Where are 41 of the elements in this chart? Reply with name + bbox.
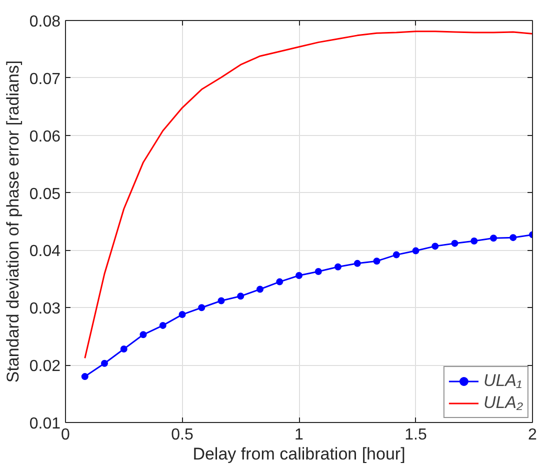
point xyxy=(392,251,400,258)
point xyxy=(470,238,478,245)
point xyxy=(178,311,186,318)
point xyxy=(490,234,498,242)
y-tick-label: 0.04 xyxy=(29,243,61,260)
point xyxy=(510,234,517,242)
point xyxy=(198,304,206,312)
point xyxy=(256,286,264,293)
point xyxy=(296,272,302,279)
point xyxy=(451,240,458,247)
legend-label: ULA₂ xyxy=(483,393,523,413)
x-axis-title: Delay from calibration [hour] xyxy=(192,444,406,464)
point xyxy=(432,242,439,250)
y-tick-label: 0.03 xyxy=(29,300,61,318)
x-tick-label: 1 xyxy=(294,426,304,444)
point xyxy=(100,360,108,367)
y-tick-label: 0.02 xyxy=(29,358,61,376)
point xyxy=(218,297,225,304)
line-series xyxy=(84,30,532,359)
point xyxy=(373,258,380,265)
y-axis-title: Standard deviation of phase error [radians] xyxy=(3,60,22,383)
x-tick-label: 0.5 xyxy=(171,426,194,444)
point xyxy=(314,268,322,275)
y-tick-label: 0.01 xyxy=(29,416,61,432)
point xyxy=(140,331,147,338)
x-tick-label: 2 xyxy=(528,426,538,444)
y-tick-label: 0.07 xyxy=(29,70,61,88)
point xyxy=(276,278,284,286)
y-tick-label: 0.06 xyxy=(29,128,61,146)
x-tick-label: 0 xyxy=(61,426,70,444)
point xyxy=(120,345,128,352)
x-tick-label: 1.5 xyxy=(404,426,427,444)
point xyxy=(354,260,361,267)
point xyxy=(81,373,88,380)
point xyxy=(334,263,342,270)
y-tick-label: 0.08 xyxy=(29,14,61,30)
point xyxy=(412,247,420,254)
point xyxy=(159,322,166,329)
point xyxy=(237,292,244,300)
legend-label: ULA₁ xyxy=(483,371,522,391)
y-tick-label: 0.05 xyxy=(29,186,61,203)
